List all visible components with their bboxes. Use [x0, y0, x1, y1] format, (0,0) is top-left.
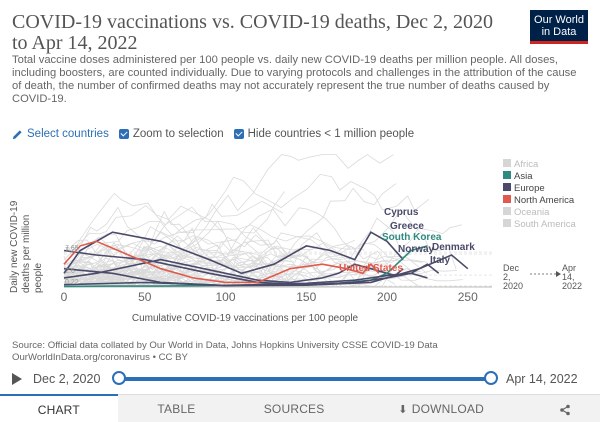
- timeline: Dec 2, 2020 Apr 14, 2022: [0, 368, 600, 390]
- y-axis-label-line-1: Daily new COVID-19: [9, 200, 20, 293]
- legend-date-end-3: 2022: [562, 281, 582, 291]
- y-tick-label: 7.65: [65, 245, 79, 252]
- tab-sources[interactable]: SOURCES: [263, 402, 325, 416]
- x-tick-label: 250: [458, 290, 478, 304]
- hide-small-countries-label: Hide countries < 1 million people: [247, 128, 415, 140]
- hide-small-countries-checkbox[interactable]: Hide countries < 1 million people: [233, 128, 415, 140]
- background-country-line: [63, 244, 458, 276]
- logo-line-2: in Data: [541, 26, 577, 38]
- legend-date-end-2: 14,: [562, 272, 575, 282]
- timeline-track[interactable]: [118, 377, 491, 381]
- label-norway: Norway: [398, 244, 435, 255]
- legend-swatch: [503, 195, 511, 203]
- label-united-states: United States: [339, 263, 403, 274]
- background-country-line: [63, 173, 430, 278]
- tab-bar: CHART TABLE SOURCES ⬇ DOWNLOAD: [0, 394, 600, 422]
- x-tick-label: 0: [61, 290, 68, 304]
- chart-controls: Select countries Zoom to selection Hide …: [12, 127, 424, 141]
- y-axis-label-line-3: people: [33, 263, 44, 293]
- legend-entry[interactable]: Asia: [514, 171, 533, 182]
- legend-swatch: [503, 219, 511, 227]
- timeline-end-handle[interactable]: [484, 371, 498, 385]
- background-country-line: [63, 154, 394, 287]
- legend-time-range: Dec 2, 2020 Apr 14, 2022: [503, 263, 582, 291]
- source-line-2[interactable]: OurWorldInData.org/coronavirus • CC BY: [12, 351, 188, 363]
- zoom-to-selection-label: Zoom to selection: [132, 128, 224, 140]
- background-country-line: [63, 243, 154, 287]
- series-labels: Cyprus Greece South Korea Norway Denmark…: [339, 207, 475, 274]
- background-country-line: [63, 192, 401, 267]
- download-icon: ⬇: [398, 404, 408, 416]
- tab-download[interactable]: ⬇ DOWNLOAD: [353, 395, 529, 422]
- x-tick-label: 200: [377, 290, 397, 304]
- legend-entry[interactable]: Africa: [514, 159, 539, 170]
- pencil-icon: [12, 129, 22, 139]
- legend-swatch: [503, 183, 511, 191]
- legend-date-start-2: 2,: [503, 272, 511, 282]
- series-line-united-states[interactable]: [63, 240, 380, 284]
- y-axis-label-line-2: deaths per million: [21, 215, 32, 293]
- x-tick-label: 50: [138, 290, 152, 304]
- label-south-korea: South Korea: [382, 232, 442, 243]
- checkbox-checked-icon: [118, 129, 129, 139]
- play-icon[interactable]: [12, 373, 22, 385]
- select-countries-button[interactable]: Select countries: [12, 128, 109, 140]
- tab-download-label: DOWNLOAD: [411, 402, 484, 416]
- y-tick-label: 7.22: [65, 247, 79, 254]
- checkbox-checked-icon: [233, 129, 244, 139]
- y-tick-labels: 0.22 2.6 7.227.65: [65, 245, 79, 286]
- chart-subtitle: Total vaccine doses administered per 100…: [12, 54, 577, 105]
- x-axis-label: Cumulative COVID-19 vaccinations per 100…: [132, 313, 359, 324]
- legend-swatch: [503, 159, 511, 167]
- share-button[interactable]: [529, 395, 600, 422]
- label-greece: Greece: [390, 221, 424, 232]
- series-lines: [63, 231, 469, 288]
- timeline-start-handle[interactable]: [112, 371, 126, 385]
- source-line-1: Source: Official data collated by Our Wo…: [12, 340, 438, 351]
- arrow-right-icon: [556, 271, 561, 277]
- label-italy: Italy: [430, 255, 450, 266]
- x-tick-label: 150: [296, 290, 316, 304]
- legend-entry[interactable]: South America: [514, 219, 576, 230]
- share-icon: [559, 404, 570, 416]
- background-country-line: [63, 277, 138, 282]
- series-line-greece[interactable]: [63, 231, 404, 275]
- background-country-line: [63, 274, 244, 287]
- legend-date-start-1: Dec: [503, 263, 520, 273]
- legend-date-end-1: Apr: [562, 263, 576, 273]
- tab-chart[interactable]: CHART: [0, 394, 118, 422]
- legend-entry[interactable]: North America: [514, 195, 575, 206]
- legend-swatch: [503, 171, 511, 179]
- timeline-start-date: Dec 2, 2020: [33, 372, 101, 386]
- y-tick-label: 2.6: [65, 268, 75, 275]
- y-tick-label: 0.22: [65, 279, 79, 286]
- sources-note: Source: Official data collated by Our Wo…: [12, 340, 438, 363]
- legend-entry[interactable]: Europe: [514, 183, 545, 194]
- zoom-to-selection-checkbox[interactable]: Zoom to selection: [118, 128, 224, 140]
- background-country-line: [63, 224, 365, 269]
- timeline-end-date: Apr 14, 2022: [506, 372, 578, 386]
- logo-line-1: Our World: [534, 14, 584, 26]
- label-cyprus: Cyprus: [384, 207, 419, 218]
- tab-table[interactable]: TABLE: [157, 402, 196, 416]
- select-countries-label: Select countries: [27, 128, 109, 140]
- series-line-italy[interactable]: [63, 249, 440, 286]
- owid-logo[interactable]: Our World in Data: [530, 10, 588, 44]
- legend-date-start-3: 2020: [503, 281, 523, 291]
- line-chart: Daily new COVID-19 deaths per million pe…: [9, 154, 582, 324]
- chart-title: COVID-19 vaccinations vs. COVID-19 death…: [12, 11, 494, 54]
- x-tick-labels: 0 50 100 150 200 250: [61, 290, 478, 304]
- legend-swatch: [503, 207, 511, 215]
- background-country-line: [63, 205, 225, 261]
- legend-entry[interactable]: Oceania: [514, 207, 550, 218]
- label-denmark: Denmark: [432, 242, 475, 253]
- x-tick-label: 100: [215, 290, 235, 304]
